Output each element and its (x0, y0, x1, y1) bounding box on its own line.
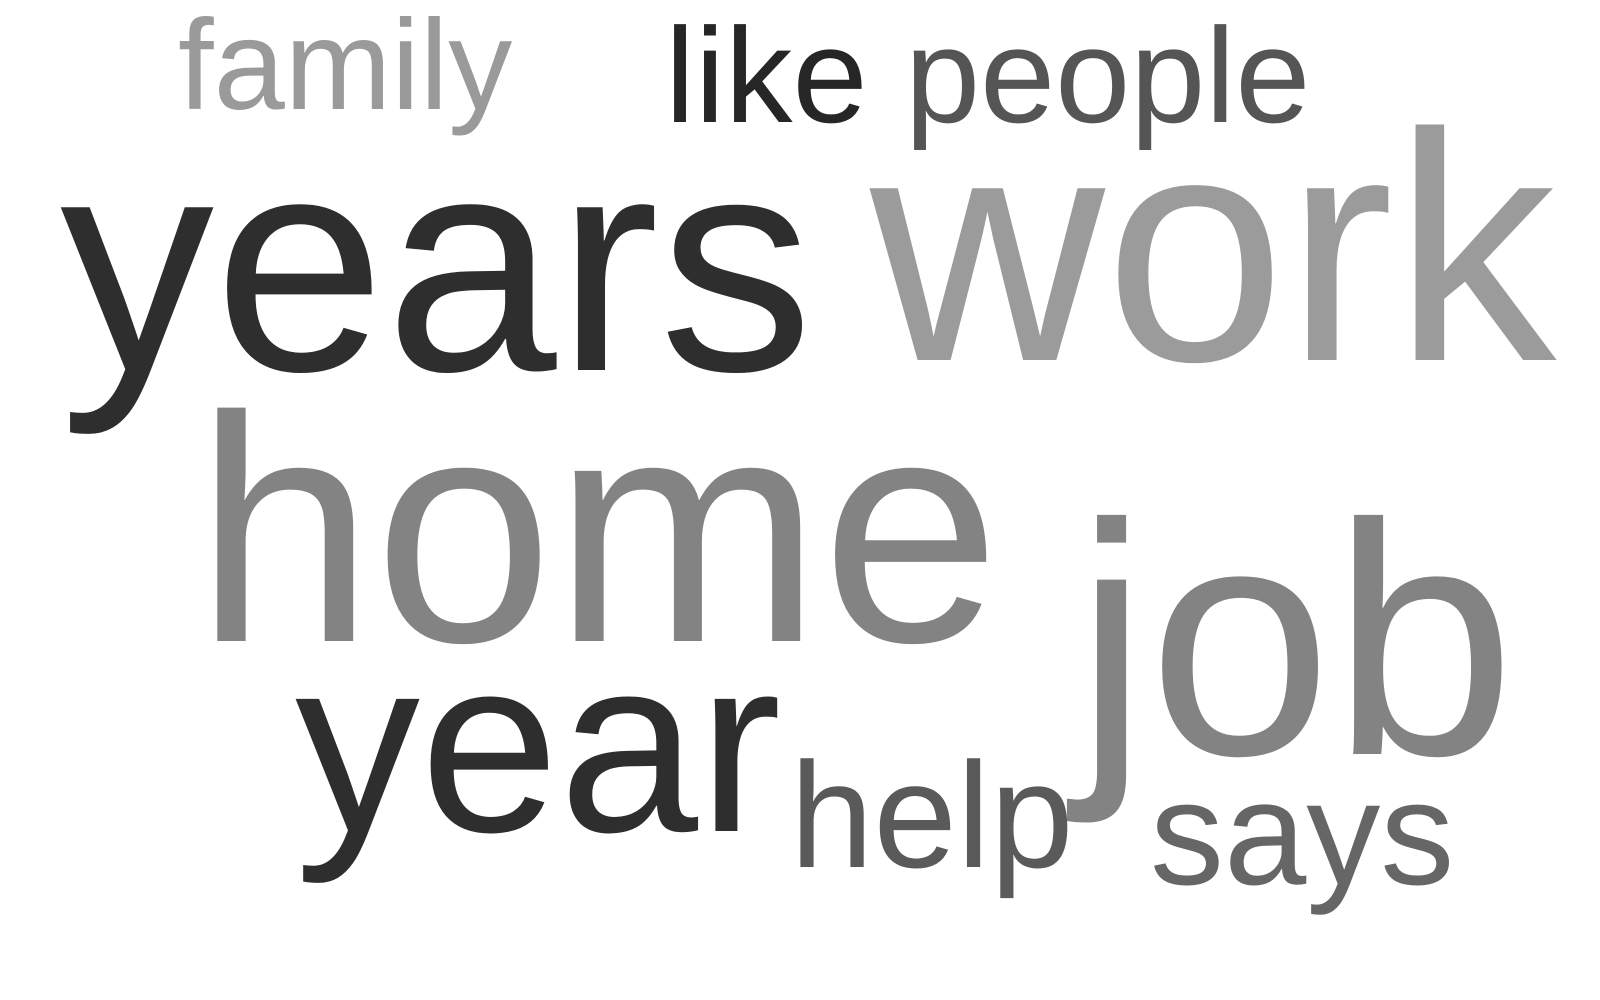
word-home: home (195, 351, 1001, 710)
word-says: says (1150, 751, 1455, 916)
word-year: year (295, 605, 782, 884)
word-work: work (870, 66, 1557, 429)
word-years: years (60, 92, 814, 436)
word-like: like (665, 0, 868, 151)
word-family: family (178, 0, 513, 137)
word-help: help (790, 731, 1074, 899)
word-people: people (905, 0, 1311, 151)
word-job: job (1075, 455, 1516, 824)
